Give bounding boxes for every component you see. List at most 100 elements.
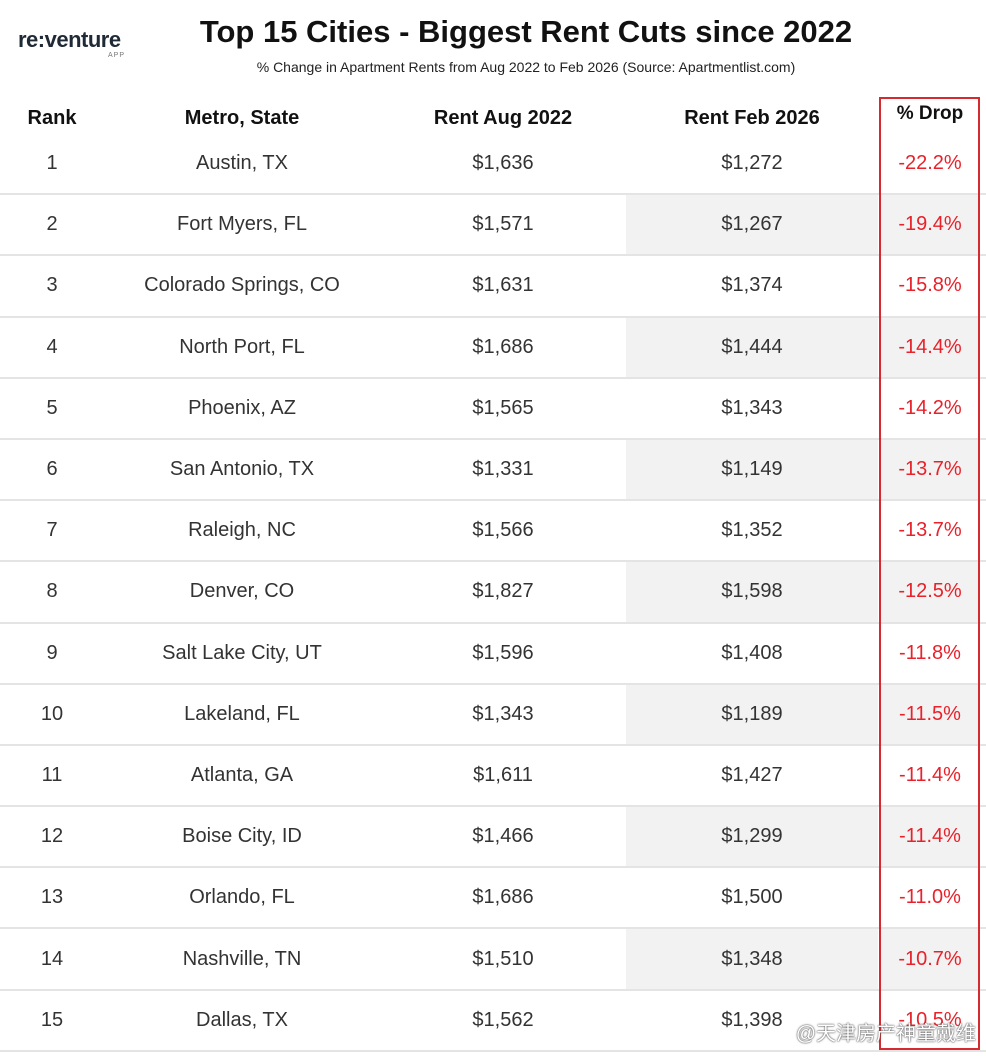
cell-drop: -14.2% bbox=[898, 396, 962, 419]
cell-drop: -11.0% bbox=[899, 886, 961, 909]
column-header-drop: % Drop bbox=[896, 103, 964, 124]
cell-drop: -11.8% bbox=[899, 641, 961, 664]
table-row: 9 Salt Lake City, UT $1,596 $1,408 -11.8% bbox=[0, 624, 986, 685]
column-header-rent-feb-2026: Rent Feb 2026 bbox=[684, 107, 820, 129]
column-header-metro: Metro, State bbox=[184, 107, 300, 129]
cell-rent-aug-2022: $1,686 bbox=[472, 886, 534, 909]
cell-rent-feb-2026: $1,348 bbox=[626, 929, 878, 989]
cell-rent-aug-2022: $1,686 bbox=[472, 335, 534, 358]
cell-metro: Raleigh, NC bbox=[188, 519, 296, 542]
cell-rent-feb-2026: $1,272 bbox=[721, 152, 783, 175]
cell-rent-feb-2026: $1,427 bbox=[721, 763, 783, 786]
cell-drop: -12.5% bbox=[880, 562, 980, 622]
cell-drop: -10.5% bbox=[898, 1008, 962, 1031]
cell-metro: North Port, FL bbox=[179, 335, 305, 358]
cell-rent-aug-2022: $1,331 bbox=[472, 458, 534, 481]
cell-rank: 14 bbox=[40, 947, 64, 970]
cell-rent-aug-2022: $1,510 bbox=[472, 947, 534, 970]
cell-metro: Boise City, ID bbox=[182, 825, 302, 848]
cell-metro: Colorado Springs, CO bbox=[144, 274, 340, 297]
cell-rent-feb-2026: $1,149 bbox=[626, 439, 878, 500]
cell-drop: -13.7% bbox=[880, 439, 980, 500]
rent-table: Rank Metro, State Rent Aug 2022 Rent Feb… bbox=[0, 97, 986, 1052]
cell-rent-aug-2022: $1,566 bbox=[472, 519, 534, 542]
cell-drop: -19.4% bbox=[880, 195, 980, 255]
table-row: 11 Atlanta, GA $1,611 $1,427 -11.4% bbox=[0, 746, 986, 808]
cell-metro: Denver, CO bbox=[189, 580, 295, 603]
cell-rank: 6 bbox=[46, 458, 58, 481]
table-row: 15 Dallas, TX $1,562 $1,398 -10.5% bbox=[0, 991, 986, 1052]
table-row: 14 Nashville, TN $1,510 $1,348 -10.7% bbox=[0, 929, 986, 991]
cell-metro: Dallas, TX bbox=[196, 1008, 288, 1031]
table-row: 7 Raleigh, NC $1,566 $1,352 -13.7% bbox=[0, 501, 986, 563]
cell-rank: 1 bbox=[46, 152, 58, 175]
cell-metro: Nashville, TN bbox=[182, 947, 302, 970]
cell-rank: 15 bbox=[40, 1008, 64, 1031]
table-row: 10 Lakeland, FL $1,343 $1,189 -11.5% bbox=[0, 684, 986, 746]
table-row: 4 North Port, FL $1,686 $1,444 -14.4% bbox=[0, 317, 986, 379]
cell-rent-feb-2026: $1,374 bbox=[721, 274, 783, 297]
cell-rank: 13 bbox=[40, 886, 64, 909]
cell-drop: -15.8% bbox=[898, 274, 962, 297]
cell-metro: Fort Myers, FL bbox=[176, 213, 307, 236]
chart-subtitle: % Change in Apartment Rents from Aug 202… bbox=[256, 59, 796, 75]
brand-name: re:venture bbox=[18, 27, 121, 52]
cell-rank: 5 bbox=[46, 396, 58, 419]
cell-drop: -11.4% bbox=[880, 807, 980, 867]
cell-rank: 8 bbox=[46, 580, 58, 603]
cell-rent-feb-2026: $1,444 bbox=[626, 317, 878, 377]
cell-metro: Austin, TX bbox=[196, 152, 288, 175]
table-row: 2 Fort Myers, FL $1,571 $1,267 -19.4% bbox=[0, 195, 986, 257]
brand-sub: APP bbox=[108, 52, 126, 59]
cell-metro: Salt Lake City, UT bbox=[162, 641, 322, 664]
watermark: @天津房产神童戴维 bbox=[795, 1023, 976, 1045]
cell-rent-aug-2022: $1,562 bbox=[472, 1008, 534, 1031]
cell-drop: -22.2% bbox=[898, 152, 962, 175]
table-row: 8 Denver, CO $1,827 $1,598 -12.5% bbox=[0, 562, 986, 624]
cell-rent-feb-2026: $1,408 bbox=[721, 641, 783, 664]
cell-drop: -13.7% bbox=[898, 519, 962, 542]
cell-rent-feb-2026: $1,500 bbox=[721, 886, 783, 909]
cell-rent-feb-2026: $1,267 bbox=[626, 195, 878, 255]
table-row: 1 Austin, TX $1,636 $1,272 -22.2% bbox=[0, 134, 986, 196]
cell-drop: -10.7% bbox=[880, 929, 980, 989]
table-row: 12 Boise City, ID $1,466 $1,299 -11.4% bbox=[0, 807, 986, 869]
cell-rank: 10 bbox=[40, 702, 64, 725]
cell-rent-feb-2026: $1,299 bbox=[626, 807, 878, 867]
chart-title: Top 15 Cities - Biggest Rent Cuts since … bbox=[199, 14, 853, 49]
cell-rent-aug-2022: $1,631 bbox=[472, 274, 534, 297]
table-body: 1 Austin, TX $1,636 $1,272 -22.2% 2 Fort Myers… bbox=[0, 134, 986, 1052]
table-row: 3 Colorado Springs, CO $1,631 $1,374 -15.8% bbox=[0, 256, 986, 318]
brand-logo: re:venture APP bbox=[18, 27, 138, 60]
cell-rent-aug-2022: $1,571 bbox=[472, 213, 534, 236]
cell-metro: Atlanta, GA bbox=[190, 763, 294, 786]
cell-rent-aug-2022: $1,466 bbox=[472, 825, 534, 848]
cell-rank: 2 bbox=[46, 213, 58, 236]
cell-rank: 3 bbox=[46, 274, 58, 297]
cell-rent-feb-2026: $1,343 bbox=[721, 396, 783, 419]
column-header-rank: Rank bbox=[27, 107, 77, 129]
cell-rent-aug-2022: $1,343 bbox=[472, 702, 534, 725]
cell-rent-aug-2022: $1,611 bbox=[473, 763, 533, 786]
cell-rank: 12 bbox=[40, 825, 64, 848]
table-header: Rank Metro, State Rent Aug 2022 Rent Feb… bbox=[0, 97, 986, 134]
cell-rent-aug-2022: $1,565 bbox=[472, 396, 534, 419]
column-header-rent-aug-2022: Rent Aug 2022 bbox=[433, 107, 573, 129]
cell-rank: 7 bbox=[46, 519, 58, 542]
cell-drop: -11.4% bbox=[899, 763, 961, 786]
cell-rent-aug-2022: $1,596 bbox=[472, 641, 534, 664]
cell-rank: 4 bbox=[46, 335, 58, 358]
cell-rent-feb-2026: $1,189 bbox=[626, 684, 878, 744]
cell-rank: 9 bbox=[46, 641, 58, 664]
cell-rent-aug-2022: $1,636 bbox=[472, 152, 534, 175]
table-row: 6 San Antonio, TX $1,331 $1,149 -13.7% bbox=[0, 439, 986, 502]
cell-metro: San Antonio, TX bbox=[169, 458, 315, 481]
cell-metro: Phoenix, AZ bbox=[188, 396, 296, 419]
table-row: 13 Orlando, FL $1,686 $1,500 -11.0% bbox=[0, 868, 986, 930]
cell-rent-feb-2026: $1,352 bbox=[721, 519, 783, 542]
cell-rent-aug-2022: $1,827 bbox=[472, 580, 534, 603]
cell-drop: -11.5% bbox=[880, 684, 980, 744]
cell-rank: 11 bbox=[41, 763, 63, 786]
cell-metro: Orlando, FL bbox=[189, 886, 295, 909]
cell-metro: Lakeland, FL bbox=[184, 702, 300, 725]
